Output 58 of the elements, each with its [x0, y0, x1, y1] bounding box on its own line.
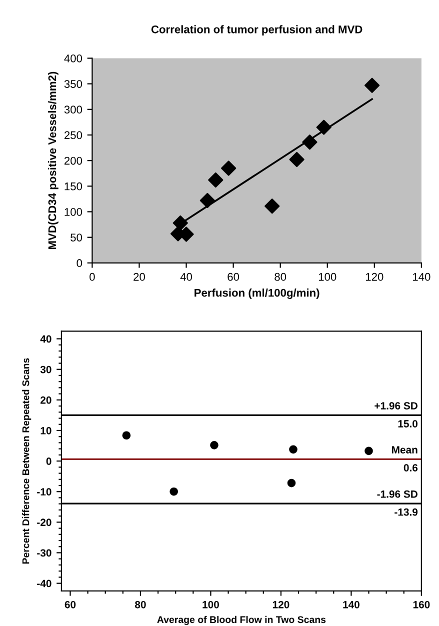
y-tick-label: -30	[37, 549, 52, 557]
point	[200, 192, 215, 208]
x-axis-title: Perfusion (ml/100g/min)	[194, 288, 320, 299]
point	[316, 120, 332, 135]
x-tick-label: 120	[272, 600, 290, 608]
y-tick-label: 50	[70, 234, 82, 242]
y-tick-label: -40	[37, 580, 52, 588]
x-tick-label: 60	[64, 600, 76, 608]
y-tick-label: 300	[64, 106, 82, 114]
point	[170, 487, 178, 496]
y-tick-label: 20	[40, 396, 52, 404]
point	[210, 440, 218, 450]
x-tick-label: 80	[274, 272, 286, 281]
x-axis-title: Average of Blood Flow in Two Scans	[157, 616, 326, 626]
point	[287, 478, 296, 488]
x-tick-label: 80	[135, 600, 146, 608]
point	[172, 215, 188, 231]
point	[208, 172, 224, 188]
point	[122, 431, 131, 440]
ref-line-label: +1.96 SD	[374, 402, 418, 410]
x-tick-label: 160	[413, 600, 430, 608]
x-tick-label: 20	[134, 272, 145, 281]
point	[364, 446, 373, 456]
y-tick-label: 30	[40, 366, 52, 374]
point	[221, 160, 236, 176]
y-tick-label: 150	[64, 182, 82, 190]
x-tick-label: 60	[228, 272, 240, 281]
y-tick-label: 200	[64, 156, 82, 165]
x-tick-label: 140	[343, 600, 360, 608]
point	[289, 152, 304, 168]
ref-line-label: Mean	[392, 446, 418, 454]
chart-title: Correlation of tumor perfusion and MVD	[151, 25, 362, 36]
x-tick-label: 100	[318, 272, 336, 281]
x-tick-label: 100	[202, 600, 219, 608]
x-tick-label: 120	[366, 272, 384, 281]
point	[264, 198, 280, 214]
y-tick-label: 0	[76, 259, 82, 268]
point	[289, 445, 298, 454]
point	[302, 134, 318, 150]
y-tick-label: 350	[64, 80, 82, 88]
x-tick-label: 40	[180, 272, 192, 281]
y-tick-label: 250	[64, 131, 82, 140]
annotation: 15.0	[398, 420, 418, 428]
y-tick-label: 40	[40, 335, 52, 343]
y-tick-label: -20	[37, 518, 52, 526]
y-tick-label: 100	[64, 208, 82, 216]
x-tick-label: 0	[90, 272, 95, 281]
annotation: 0.6	[404, 464, 418, 472]
y-tick-label: 400	[64, 54, 82, 62]
y-tick-label: -10	[37, 488, 52, 496]
y-axis-title: Percent Difference Between Repeated Scans	[22, 358, 32, 564]
y-tick-label: 10	[40, 426, 52, 434]
y-axis-title: MVD(CD34 positive Vessels/mm2)	[48, 72, 58, 250]
y-tick-label: 0	[46, 458, 52, 465]
x-tick-label: 140	[413, 272, 430, 281]
annotation: -13.9	[394, 508, 418, 516]
ref-line-label: -1.96 SD	[377, 490, 418, 498]
point	[364, 78, 380, 93]
